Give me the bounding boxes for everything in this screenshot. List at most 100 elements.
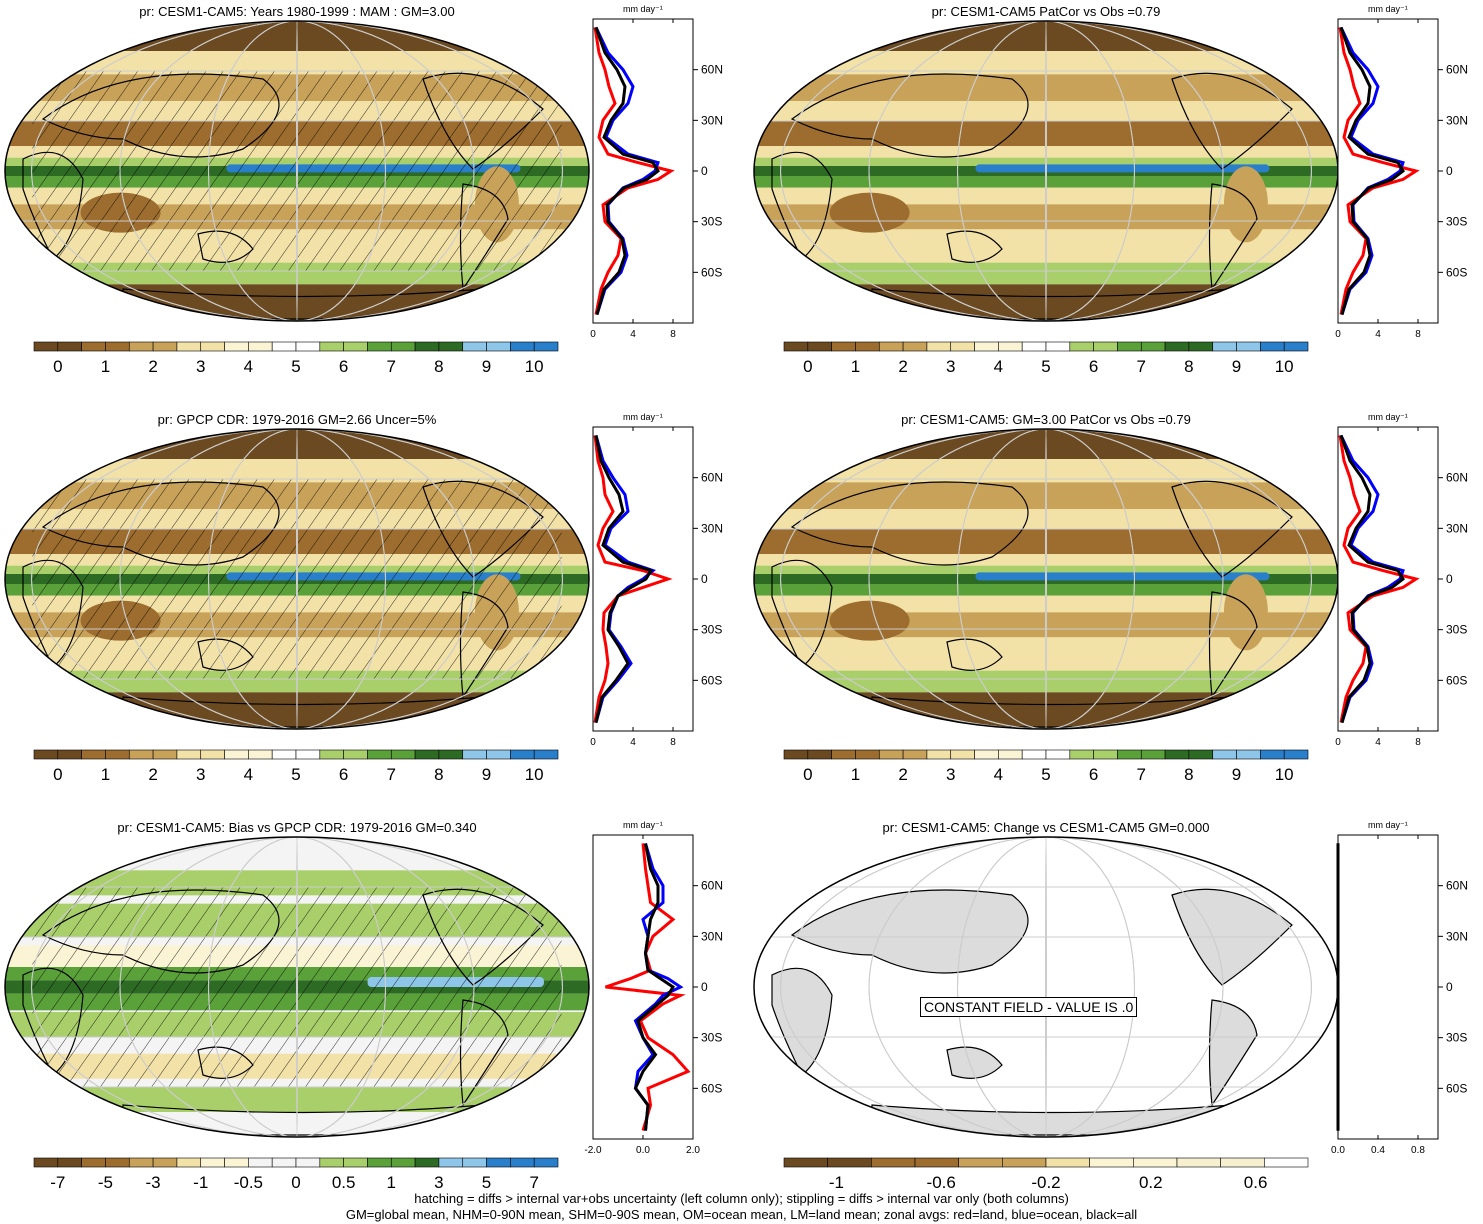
lat-tick-label: 60S: [1446, 673, 1467, 687]
lat-tick-label: 30N: [1446, 929, 1468, 943]
colorbar-label: 8: [1184, 765, 1193, 784]
zonal-x-tick-label: 0.4: [1371, 1145, 1385, 1156]
lat-tick-label: 60S: [701, 673, 722, 687]
colorbar-label: 3: [946, 765, 955, 784]
colorbar-label: 1: [101, 357, 110, 376]
colorbar-label: 2: [898, 357, 907, 376]
zonal-series-land: [593, 435, 673, 723]
colorbar-label: 6: [339, 357, 348, 376]
lat-tick-label: 60N: [701, 879, 723, 893]
colorbar-label: 10: [1275, 357, 1294, 376]
map-plot: [4, 836, 590, 1138]
lat-tick-label: 0: [1446, 164, 1453, 178]
colorbar-label: 8: [434, 765, 443, 784]
colorbar-label: 5: [291, 357, 300, 376]
colorbar-label: 7: [387, 765, 396, 784]
lat-tick-label: 30S: [1446, 215, 1467, 229]
zonal-unit-label: mm day⁻¹: [623, 820, 663, 830]
colorbar-label: 9: [482, 765, 491, 784]
zonal-series-all: [594, 26, 660, 315]
zonal-series-all: [594, 435, 654, 723]
colorbar-label: 7: [529, 1173, 538, 1192]
zonal-series-land: [1338, 435, 1420, 723]
colorbar-label: -0.6: [927, 1173, 956, 1192]
zonal-mean-plot: 60N 30N 0 30S 60S 0.0 0.4 0.8: [1331, 834, 1468, 1156]
zonal-x-tick-label: 0: [590, 329, 596, 340]
colorbar-label: 6: [1089, 765, 1098, 784]
colorbar-label: 4: [994, 765, 1003, 784]
colorbar-label: 5: [482, 1173, 491, 1192]
lat-tick-label: 0: [701, 572, 708, 586]
colorbar-label: 0: [291, 1173, 300, 1192]
map-plot: [753, 20, 1339, 322]
constant-field-label: CONSTANT FIELD - VALUE IS .0: [920, 997, 1138, 1017]
zonal-x-tick-label: 8: [1415, 329, 1421, 340]
lat-tick-label: 30S: [701, 1031, 722, 1045]
zonal-x-tick-label: 2.0: [686, 1145, 700, 1156]
lat-tick-label: 0: [701, 980, 708, 994]
footer-line-1: hatching = diffs > internal var+obs unce…: [414, 1191, 1069, 1206]
lat-tick-label: 30N: [701, 521, 723, 535]
map-plot: [4, 428, 590, 730]
lat-tick-label: 60S: [701, 1081, 722, 1095]
colorbar-label: -1: [829, 1173, 844, 1192]
zonal-x-tick-label: 0: [590, 737, 596, 748]
lat-tick-label: 30N: [701, 929, 723, 943]
zonal-series-land: [593, 27, 675, 315]
colorbar-label: 3: [434, 1173, 443, 1192]
map-plot: [4, 20, 590, 322]
colorbar-label: 4: [244, 357, 253, 376]
zonal-x-tick-label: 0.0: [1331, 1145, 1345, 1156]
zonal-x-tick-label: 8: [670, 329, 676, 340]
zonal-mean-plot: 60N 30N 0 30S 60S 0 4 8: [1335, 426, 1468, 748]
zonal-series-ocean: [633, 842, 684, 1131]
lat-tick-label: 0: [701, 164, 708, 178]
colorbar-label: 2: [148, 357, 157, 376]
zonal-unit-label: mm day⁻¹: [623, 4, 663, 14]
colorbar-label: -3: [146, 1173, 161, 1192]
colorbar: 0 1 2 3 4 5 6 7 8 9 10: [783, 749, 1309, 784]
zonal-mean-plot: 60N 30N 0 30S 60S 0 4 8: [590, 18, 723, 340]
zonal-x-tick-label: 0.0: [636, 1145, 650, 1156]
colorbar-label: 9: [1232, 357, 1241, 376]
colorbar-label: 9: [482, 357, 491, 376]
colorbar-label: -0.2: [1031, 1173, 1060, 1192]
colorbar-label: 0: [53, 357, 62, 376]
colorbar-label: 5: [1041, 765, 1050, 784]
colorbar-label: 5: [1041, 357, 1050, 376]
lat-tick-label: 0: [1446, 980, 1453, 994]
colorbar: -7 -5 -3 -1 -0.5 0 0.5 1 3 5 7: [33, 1157, 559, 1192]
map-title: pr: CESM1-CAM5: Change vs CESM1-CAM5 GM=…: [882, 820, 1210, 835]
zonal-series-land: [1338, 27, 1420, 315]
zonal-mean-plot: 60N 30N 0 30S 60S -2.0 0.0 2.0: [584, 834, 723, 1156]
colorbar-label: 3: [946, 357, 955, 376]
zonal-series-all: [633, 843, 676, 1131]
colorbar-label: 5: [291, 765, 300, 784]
lat-tick-label: 30S: [701, 623, 722, 637]
colorbar-label: 2: [898, 765, 907, 784]
map-title: pr: GPCP CDR: 1979-2016 GM=2.66 Uncer=5%: [157, 412, 437, 427]
zonal-x-tick-label: 0: [1335, 329, 1341, 340]
zonal-unit-label: mm day⁻¹: [623, 412, 663, 422]
zonal-series-ocean: [1339, 434, 1405, 724]
lat-tick-label: 60N: [1446, 879, 1468, 893]
zonal-mean-plot: 60N 30N 0 30S 60S 0 4 8: [1335, 18, 1468, 340]
colorbar: 0 1 2 3 4 5 6 7 8 9 10: [783, 341, 1309, 376]
zonal-x-tick-label: 8: [1415, 737, 1421, 748]
map-title: pr: CESM1-CAM5: GM=3.00 PatCor vs Obs =0…: [901, 412, 1191, 427]
colorbar-label: 3: [196, 765, 205, 784]
colorbar-label: 10: [1275, 765, 1294, 784]
zonal-x-tick-label: 4: [1375, 737, 1381, 748]
zonal-x-tick-label: 0: [1335, 737, 1341, 748]
colorbar-label: 4: [244, 765, 253, 784]
zonal-x-tick-label: 0.8: [1411, 1145, 1425, 1156]
colorbar-label: 6: [1089, 357, 1098, 376]
colorbar-label: 0: [803, 765, 812, 784]
zonal-mean-plot: 60N 30N 0 30S 60S 0 4 8: [590, 426, 723, 748]
lat-tick-label: 30S: [1446, 623, 1467, 637]
footer-line-2: GM=global mean, NHM=0-90N mean, SHM=0-90…: [345, 1207, 1138, 1222]
colorbar-label: 7: [1137, 357, 1146, 376]
zonal-unit-label: mm day⁻¹: [1368, 820, 1408, 830]
colorbar-label: 1: [851, 765, 860, 784]
colorbar-label: -1: [193, 1173, 208, 1192]
